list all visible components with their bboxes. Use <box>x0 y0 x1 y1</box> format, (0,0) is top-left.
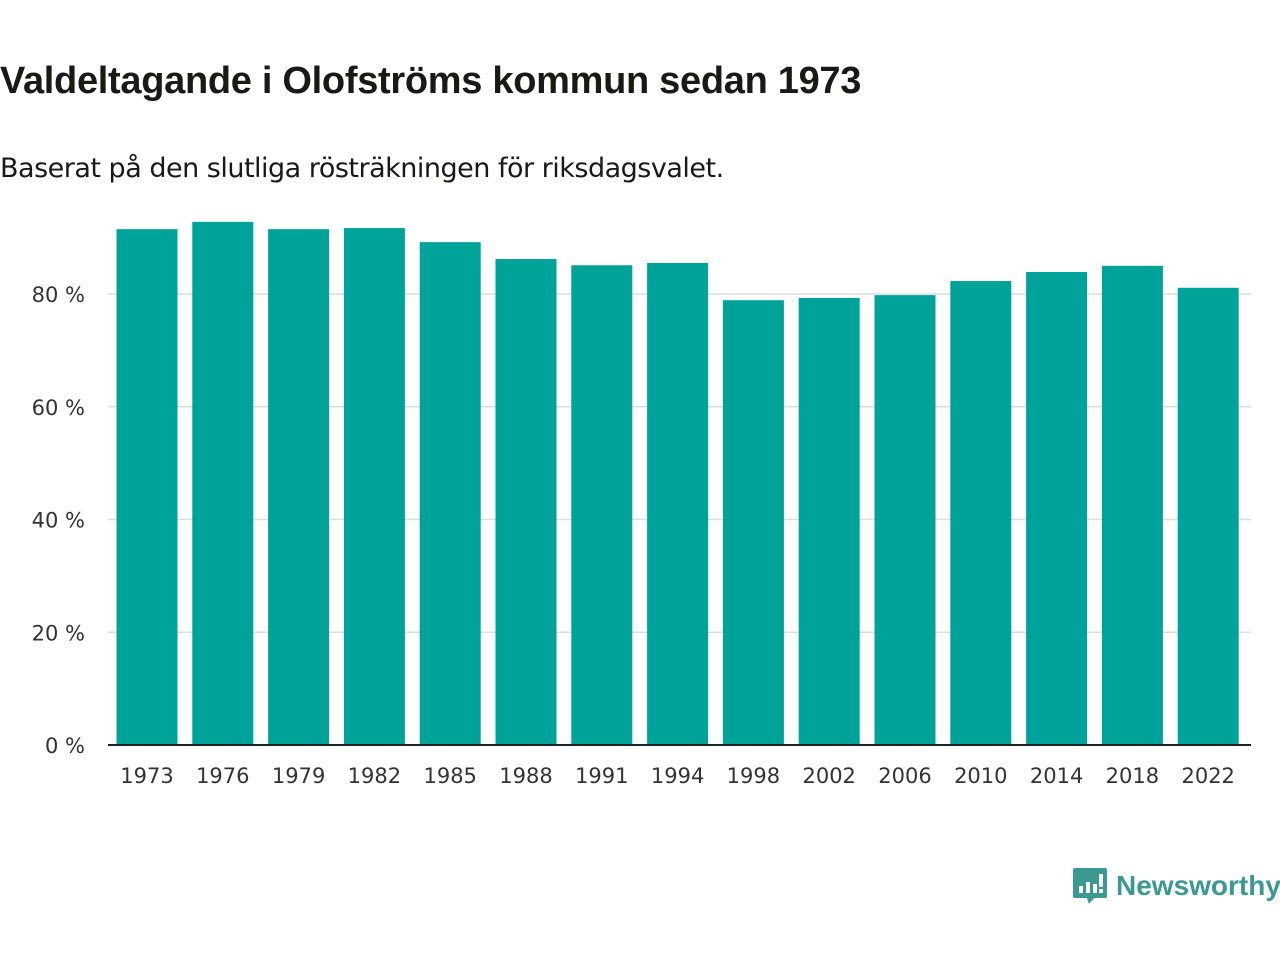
x-tick-label: 1982 <box>348 764 401 788</box>
bar-1991 <box>571 265 633 745</box>
x-tick-label: 2014 <box>1030 764 1083 788</box>
bar-1988 <box>495 259 557 745</box>
bar-chart-speech-bubble-icon <box>1073 868 1107 904</box>
bar-2006 <box>874 295 936 745</box>
bar-1982 <box>343 228 405 745</box>
chart-title: Valdeltagande i Olofströms kommun sedan … <box>0 60 862 102</box>
x-tick-label: 1973 <box>120 764 173 788</box>
x-tick-label: 1988 <box>499 764 552 788</box>
bar-1976 <box>192 221 254 746</box>
bar-2010 <box>950 281 1012 745</box>
x-tick-label: 2022 <box>1181 764 1234 788</box>
bar-2022 <box>1177 287 1239 745</box>
bar-2018 <box>1101 265 1163 745</box>
bar-1973 <box>116 229 178 745</box>
x-tick-label: 1998 <box>727 764 780 788</box>
bar-2014 <box>1026 272 1088 745</box>
x-tick-label: 1994 <box>651 764 704 788</box>
y-tick-label: 40 % <box>32 509 85 533</box>
x-tick-label: 2010 <box>954 764 1007 788</box>
newsworthy-logo: Newsworthy <box>1072 866 1280 906</box>
x-tick-label: 2002 <box>802 764 855 788</box>
x-tick-label: 1979 <box>272 764 325 788</box>
y-tick-label: 20 % <box>32 621 85 645</box>
x-tick-label: 2006 <box>878 764 931 788</box>
y-tick-label: 80 % <box>32 283 85 307</box>
bar-1998 <box>722 300 784 745</box>
x-tick-label: 2018 <box>1106 764 1159 788</box>
bar-2002 <box>798 297 860 745</box>
x-tick-label: 1985 <box>423 764 476 788</box>
x-tick-label: 1976 <box>196 764 249 788</box>
bar-1994 <box>647 262 709 745</box>
bar-1985 <box>419 242 481 745</box>
chart-subtitle: Baserat på den slutliga rösträkningen fö… <box>0 153 724 184</box>
y-tick-label: 0 % <box>45 734 85 758</box>
y-tick-label: 60 % <box>32 396 85 420</box>
logo-text: Newsworthy <box>1116 870 1280 901</box>
bar-1979 <box>268 229 330 745</box>
x-tick-label: 1991 <box>575 764 628 788</box>
